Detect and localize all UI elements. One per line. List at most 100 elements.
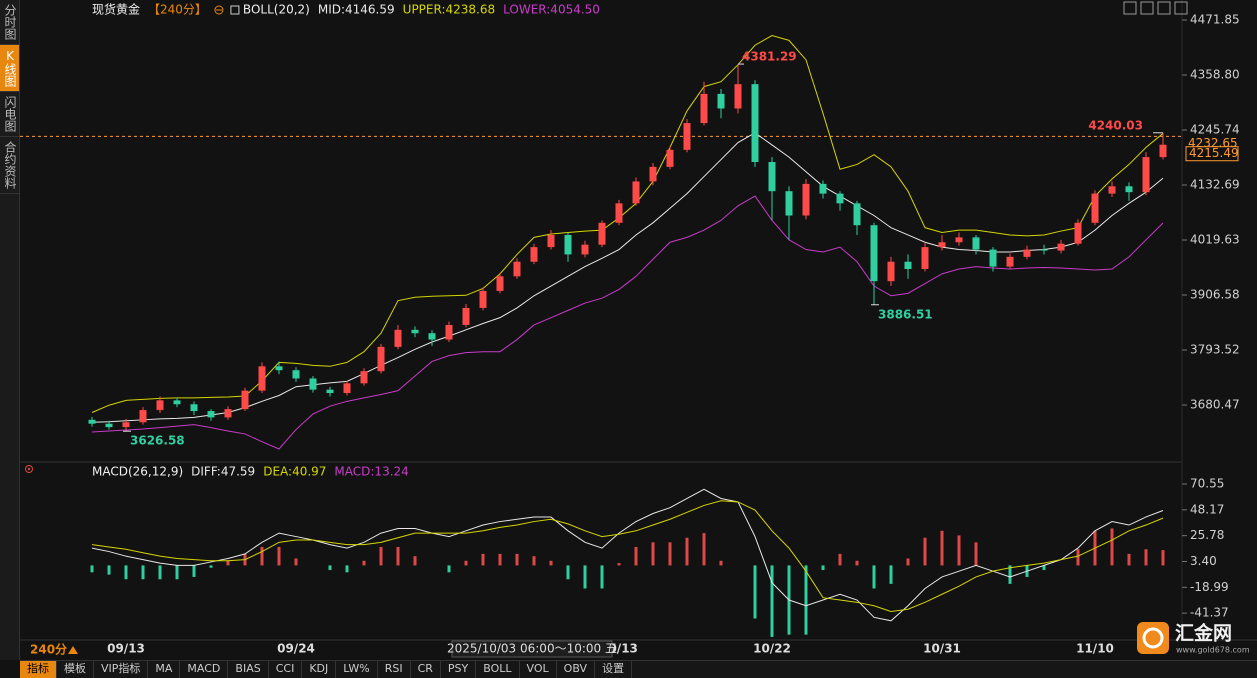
toolbar-button[interactable]: RSI <box>378 661 411 678</box>
macd-bar <box>124 565 128 580</box>
crosshair-box <box>451 640 613 658</box>
toolbar-button[interactable]: OBV <box>557 661 596 678</box>
candle-body <box>190 404 198 412</box>
candle-body <box>462 307 470 325</box>
macd-bar <box>90 565 94 573</box>
icon-button[interactable] <box>1123 1 1137 15</box>
candle-body <box>411 329 419 334</box>
candle-body <box>921 247 929 270</box>
toolbar-button[interactable]: PSY <box>441 661 477 678</box>
macd-bar <box>362 560 366 566</box>
y-tick-label: 4245.74 <box>1190 123 1240 137</box>
toolbar-button[interactable]: BOLL <box>476 661 520 678</box>
legend-text: LOWER:4054.50 <box>503 3 600 17</box>
indicator-line <box>91 132 1164 423</box>
candle-body <box>938 242 946 248</box>
macd-bar <box>175 565 179 580</box>
candle-body <box>853 203 861 226</box>
high-label: 4240.03 <box>1088 118 1143 132</box>
y-tick-label: -41.37 <box>1190 606 1229 620</box>
macd-bar <box>651 542 655 566</box>
toolbar-button[interactable]: CR <box>411 661 441 678</box>
macd-bar <box>447 565 451 573</box>
candle-body <box>241 390 249 410</box>
candle-body <box>632 181 640 204</box>
macd-bar <box>413 556 417 566</box>
macd-bar <box>668 542 672 566</box>
toolbar-button[interactable]: LW% <box>336 661 378 678</box>
macd-bar <box>515 553 519 566</box>
icon <box>214 5 224 15</box>
candle-body <box>598 222 606 245</box>
y-tick-label: 4019.63 <box>1190 233 1240 247</box>
y-tick-label: 4471.85 <box>1190 13 1240 27</box>
sidebar-tab[interactable]: 分时图 <box>0 0 19 45</box>
toolbar-button[interactable]: BIAS <box>228 661 269 678</box>
x-tick-label: 10/22 <box>753 642 791 656</box>
y-tick-label: 70.55 <box>1190 477 1224 491</box>
candle-body <box>207 411 215 418</box>
macd-bar <box>345 565 349 573</box>
candle-body <box>1057 243 1065 251</box>
window-icons[interactable] <box>1123 1 1188 15</box>
icon-button[interactable] <box>1174 1 1188 15</box>
x-tick-label: 09/24 <box>277 642 315 656</box>
macd-bar <box>872 565 876 589</box>
candle-body <box>224 409 232 418</box>
candle-body <box>156 400 164 411</box>
y-tick-label: 3906.58 <box>1190 287 1240 301</box>
macd-bar <box>957 535 961 566</box>
macd-bar <box>753 565 757 619</box>
candle-body <box>1091 193 1099 223</box>
candle-body <box>989 249 997 267</box>
candle-body <box>802 183 810 216</box>
macd-bar <box>498 553 502 566</box>
toolbar-button[interactable]: 指标 <box>20 661 57 678</box>
macd-bar <box>566 565 570 580</box>
toolbar-button[interactable]: 模板 <box>57 661 94 678</box>
macd-bar <box>617 563 621 566</box>
macd-bar <box>158 565 162 580</box>
toolbar-button[interactable]: KDJ <box>302 661 337 678</box>
toolbar-button[interactable]: 设置 <box>595 661 633 678</box>
macd-bar <box>379 546 383 566</box>
legend-text: MACD:13.24 <box>334 465 408 479</box>
sidebar-tab[interactable]: 合约资料 <box>0 137 19 194</box>
macd-bar <box>277 546 281 566</box>
candle-body <box>1159 144 1167 158</box>
icon-button[interactable] <box>1140 1 1154 15</box>
candle-body <box>581 244 589 255</box>
candle-body <box>139 410 147 423</box>
macd-bar <box>107 565 111 575</box>
toolbar-button[interactable]: VIP指标 <box>94 661 149 678</box>
period-button[interactable]: 240分 <box>30 642 67 657</box>
toolbar-button[interactable]: MACD <box>180 661 229 678</box>
legend-text: UPPER:4238.68 <box>403 3 495 17</box>
candle-body <box>1125 186 1133 193</box>
y-tick-label: 3.40 <box>1190 554 1217 568</box>
candle-body <box>785 191 793 216</box>
macd-bar <box>209 565 213 568</box>
candle-body <box>428 333 436 340</box>
toolbar-button[interactable]: VOL <box>520 661 557 678</box>
toolbar-button[interactable]: MA <box>148 661 181 678</box>
macd-bar <box>1110 528 1114 566</box>
candle-body <box>394 329 402 347</box>
sidebar-tab[interactable]: K线图 <box>0 45 19 92</box>
candle-body <box>972 237 980 250</box>
logo-url: www.gold678.com <box>1176 646 1250 655</box>
icon-button[interactable] <box>1157 1 1171 15</box>
indicator-line <box>91 500 1164 613</box>
candle-body <box>1108 186 1116 194</box>
candle-body <box>1040 249 1048 251</box>
toolbar: 指标 模板 VIP指标 MA MACD BIAS CCI KDJ LW% RSI CR PSY BOLL… <box>20 660 1257 678</box>
candle-body <box>1023 249 1031 257</box>
macd-bar <box>141 565 145 580</box>
toolbar-button[interactable]: CCI <box>269 661 303 678</box>
macd-bar <box>702 533 706 566</box>
period-arrow[interactable] <box>68 646 78 654</box>
y-tick-label: 48.17 <box>1190 502 1224 516</box>
sidebar-tab[interactable]: 闪电图 <box>0 92 19 137</box>
y-tick-label: 4358.80 <box>1190 68 1240 82</box>
